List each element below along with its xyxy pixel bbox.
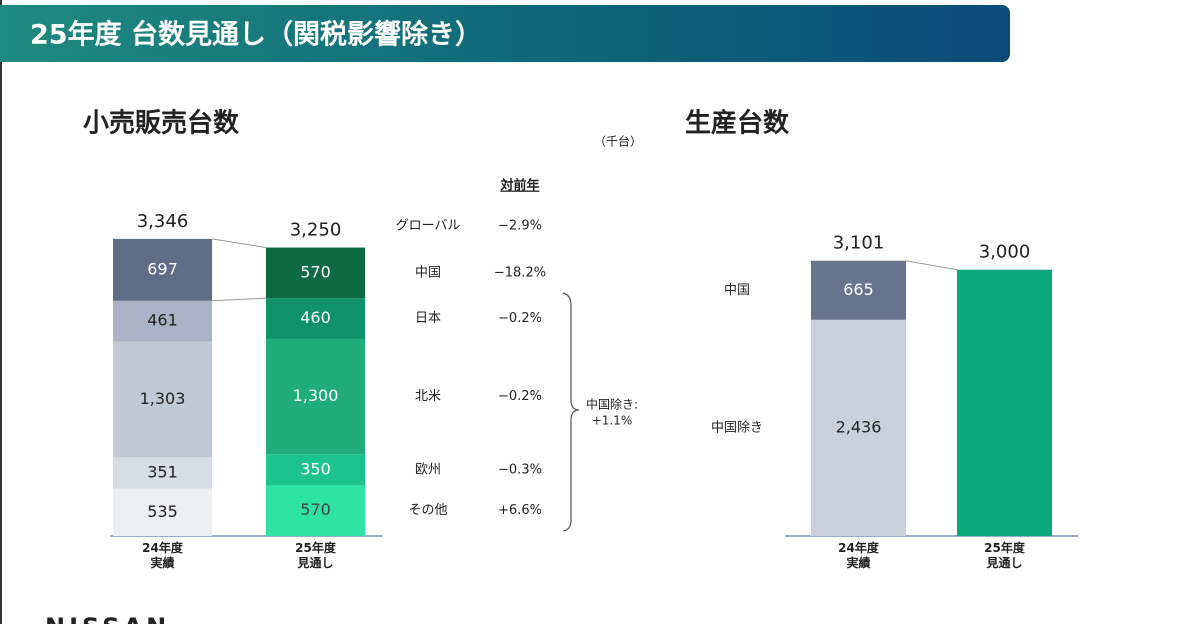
annotation: +1.1%: [592, 414, 633, 428]
bracket: [562, 292, 580, 532]
total-label: 3,346: [137, 211, 189, 232]
bar-segment: [811, 319, 906, 536]
bar-segment: [266, 485, 365, 536]
total-label: 3,250: [290, 220, 342, 241]
series-label: 中国: [724, 283, 750, 298]
logo: NISSAN: [45, 613, 170, 624]
series-label: 中国除き: [711, 420, 763, 435]
value-label: 2,436: [836, 417, 882, 436]
yoy-label: −0.2%: [498, 389, 542, 404]
value-label: 535: [147, 502, 178, 521]
series-label: 日本: [415, 311, 441, 326]
bar-segment: [266, 247, 365, 299]
global-yoy: −2.9%: [498, 219, 542, 234]
x-tick-label: 24年度実績: [838, 540, 880, 570]
bar-segment: [266, 338, 365, 455]
yoy-label: −18.2%: [494, 265, 546, 280]
x-tick-label: 25年度見通し: [295, 540, 337, 570]
bar-segment: [266, 454, 365, 486]
value-label: 460: [300, 308, 331, 327]
bar-segment: [811, 260, 906, 320]
chart-title: 小売販売台数: [83, 108, 240, 139]
bar-segment: [113, 238, 212, 301]
value-label: 1,303: [140, 389, 186, 408]
bar-segment: [113, 488, 212, 536]
total-label: 3,101: [833, 233, 885, 254]
bar-segment: [113, 300, 212, 342]
x-tick-label: 25年度見通し: [984, 540, 1026, 570]
series-label: 北米: [415, 389, 441, 404]
total-label: 3,000: [979, 242, 1031, 263]
yoy-label: −0.3%: [498, 462, 542, 477]
series-label: その他: [408, 503, 447, 518]
connector: [905, 260, 958, 271]
value-label: 697: [147, 259, 178, 278]
value-label: 570: [300, 500, 331, 519]
x-tick-label: 24年度実績: [142, 540, 184, 570]
bar-segment: [113, 341, 212, 458]
value-label: 350: [300, 459, 331, 478]
header-title: 25年度 台数見通し（関税影響除き）: [30, 19, 482, 51]
yoy-label: −0.2%: [498, 311, 542, 326]
global-label: グローバル: [396, 219, 461, 234]
annotation: 中国除き:: [586, 397, 638, 412]
bar-segment: [266, 298, 365, 339]
series-label: 欧州: [415, 462, 441, 477]
yoy-label: +6.6%: [498, 503, 542, 518]
value-label: 351: [147, 462, 178, 481]
unit-label: （千台）: [594, 134, 642, 149]
bar-segment: [113, 457, 212, 489]
bar: [957, 269, 1052, 536]
left-border: [0, 0, 2, 624]
yoy-header: 対前年: [499, 178, 539, 194]
series-label: 中国: [415, 265, 441, 280]
value-label: 570: [300, 262, 331, 281]
connector: [211, 297, 267, 302]
header-bar: [0, 5, 1010, 62]
connector: [211, 238, 267, 249]
value-label: 461: [147, 311, 178, 330]
value-label: 665: [843, 280, 874, 299]
value-label: 1,300: [293, 386, 339, 405]
chart-title: 生産台数: [685, 108, 790, 139]
